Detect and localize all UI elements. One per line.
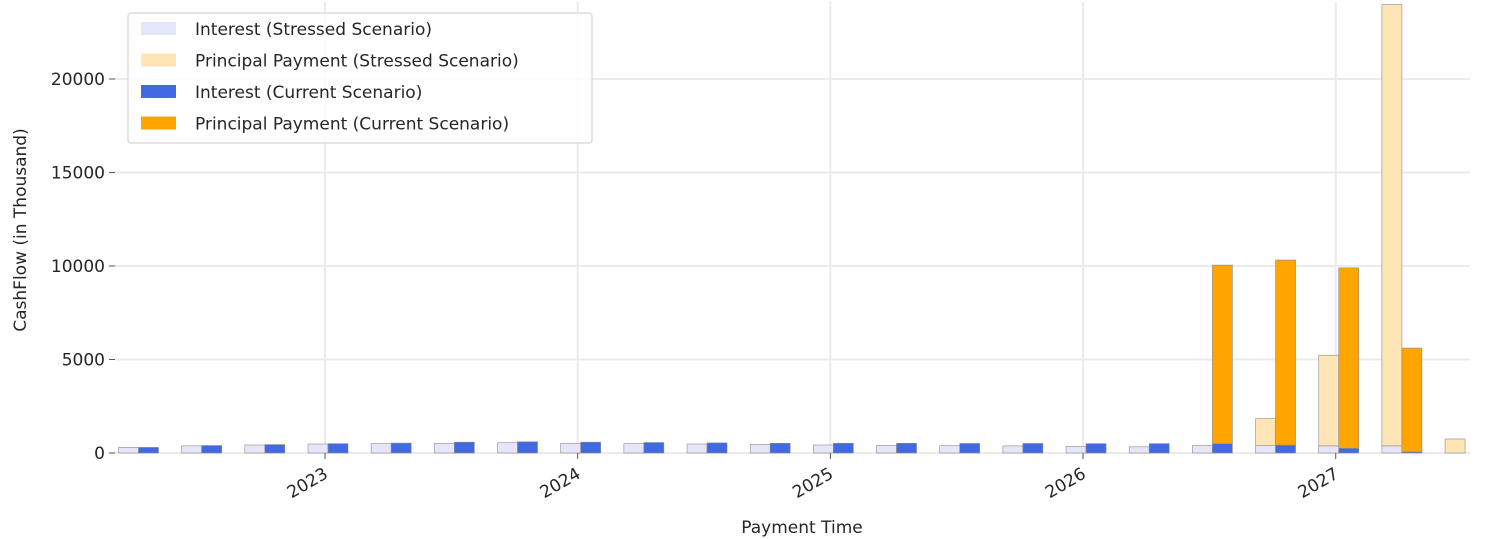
- bar-segment: [390, 442, 412, 454]
- bar-segment: [1212, 264, 1233, 444]
- bar-segment: [327, 443, 349, 454]
- bar-segment: [1255, 418, 1276, 447]
- bar-segment: [939, 445, 961, 454]
- legend-swatch: [141, 116, 176, 130]
- legend-label: Interest (Current Scenario): [195, 83, 422, 103]
- bar-segment: [1275, 259, 1296, 446]
- bar-segment: [1444, 438, 1466, 454]
- y-tick-label: 10000: [51, 257, 105, 277]
- bar-segment: [686, 443, 708, 454]
- y-tick-label: 5000: [62, 351, 105, 371]
- bar-segment: [264, 444, 286, 454]
- bar-segment: [370, 443, 392, 454]
- legend: Interest (Stressed Scenario) Principal Pa…: [127, 12, 593, 144]
- x-tick-label: 2023: [284, 464, 331, 503]
- bar-segment: [1381, 445, 1403, 454]
- bar-segment: [813, 444, 834, 454]
- bar-segment: [118, 447, 139, 454]
- x-axis-label: Payment Time: [741, 518, 862, 538]
- bar-segment: [623, 443, 645, 454]
- bar-segment: [896, 442, 917, 454]
- legend-label: Principal Payment (Current Scenario): [195, 115, 509, 135]
- bar-segment: [1338, 267, 1360, 449]
- bar-segment: [1128, 446, 1150, 454]
- bar-segment: [181, 445, 202, 454]
- bar-segment: [201, 445, 222, 454]
- bar-segment: [1318, 354, 1340, 447]
- bar-segment: [560, 442, 581, 454]
- y-tick-label: 15000: [51, 164, 105, 184]
- bar-segment: [1275, 444, 1296, 454]
- bar-segment: [1401, 347, 1423, 453]
- bar-segment: [1381, 4, 1403, 447]
- bar-segment: [1065, 445, 1087, 454]
- bar-segment: [307, 443, 329, 454]
- bar-segment: [876, 445, 897, 454]
- bar-segment: [1255, 445, 1276, 454]
- legend-swatch: [141, 22, 176, 35]
- x-tick-label: 2027: [1295, 464, 1342, 503]
- bar-segment: [497, 442, 518, 454]
- x-tick-label: 2026: [1042, 464, 1089, 503]
- legend-label: Interest (Stressed Scenario): [195, 20, 432, 40]
- bar-segment: [1318, 445, 1340, 454]
- bar-segment: [749, 444, 771, 454]
- bar-segment: [1192, 445, 1213, 454]
- bar-segment: [138, 447, 159, 454]
- bar-segment: [1085, 443, 1107, 454]
- bar-segment: [454, 441, 475, 454]
- bar-segment: [1148, 443, 1170, 454]
- bar-segment: [1212, 443, 1233, 454]
- bar-segment: [434, 442, 455, 454]
- bar-segment: [959, 443, 981, 454]
- bar-segment: [1338, 448, 1360, 454]
- bar-segment: [1002, 445, 1024, 454]
- legend-label: Principal Payment (Stressed Scenario): [195, 52, 519, 72]
- legend-swatch: [141, 85, 176, 98]
- y-tick-label: 0: [94, 444, 105, 464]
- y-tick-label: 20000: [51, 70, 105, 90]
- bar-segment: [833, 442, 854, 454]
- bar-segment: [643, 442, 665, 454]
- y-axis-label: CashFlow (in Thousand): [11, 128, 31, 331]
- bar-segment: [244, 444, 266, 454]
- bar-segment: [517, 441, 538, 454]
- legend-frame: [127, 12, 593, 144]
- bar-segment: [769, 442, 791, 454]
- bars: [118, 4, 1466, 454]
- x-tick-label: 2025: [789, 464, 836, 503]
- bar-segment: [706, 442, 728, 454]
- bar-segment: [1022, 443, 1044, 454]
- legend-swatch: [141, 53, 176, 67]
- bar-segment: [580, 441, 601, 454]
- x-tick-label: 2024: [537, 464, 584, 503]
